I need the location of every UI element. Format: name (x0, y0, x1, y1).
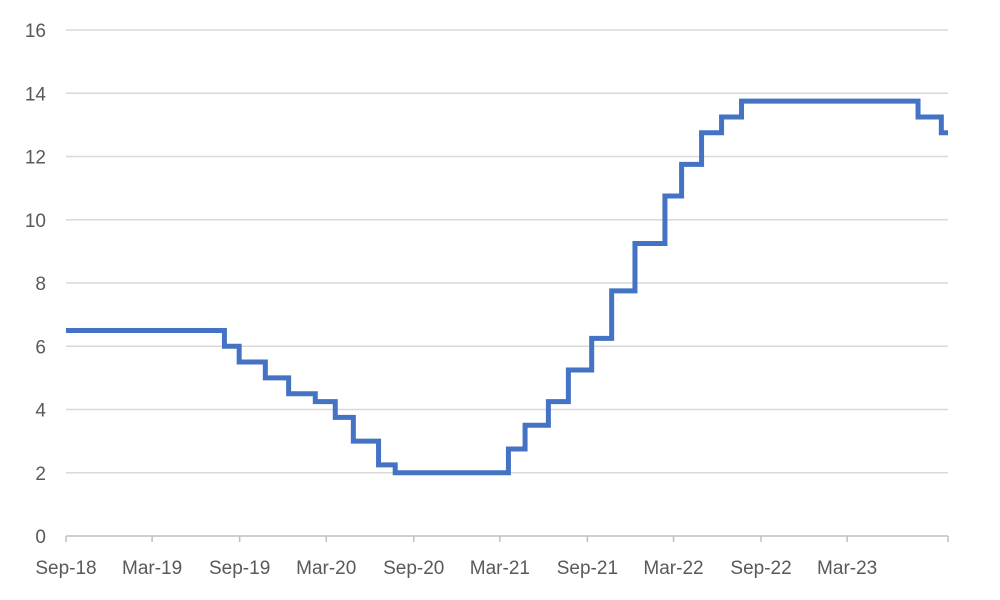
x-tick-label: Mar-19 (122, 558, 182, 579)
y-tick-label: 16 (25, 21, 46, 42)
x-tick-label: Sep-19 (209, 558, 270, 579)
x-tick-label: Mar-21 (470, 558, 530, 579)
x-tick-label: Mar-22 (643, 558, 703, 579)
x-tick-label: Mar-23 (817, 558, 877, 579)
x-tick-label: Mar-20 (296, 558, 356, 579)
y-tick-label: 4 (35, 401, 46, 422)
x-tick-label: Sep-21 (557, 558, 618, 579)
y-tick-label: 10 (25, 211, 46, 232)
y-tick-label: 12 (25, 148, 46, 169)
series-layer (66, 98, 948, 476)
series-line-0 (66, 98, 948, 476)
x-tick-labels: Sep-18 Mar-19 Sep-19 Mar-20 Sep-20 Mar-21 Sep-… (35, 558, 877, 579)
y-tick-label: 2 (35, 464, 46, 485)
y-tick-label: 6 (35, 337, 46, 358)
x-tick-label: Sep-22 (730, 558, 791, 579)
y-tick-label: 0 (35, 527, 46, 548)
y-tick-labels: 0 2 4 6 8 10 12 14 16 (25, 21, 47, 548)
axes (65, 535, 949, 542)
gridlines (66, 29, 948, 474)
x-tick-label: Sep-20 (383, 558, 444, 579)
x-tick-label: Sep-18 (35, 558, 96, 579)
y-tick-label: 8 (35, 274, 46, 295)
y-tick-label: 14 (25, 84, 47, 105)
